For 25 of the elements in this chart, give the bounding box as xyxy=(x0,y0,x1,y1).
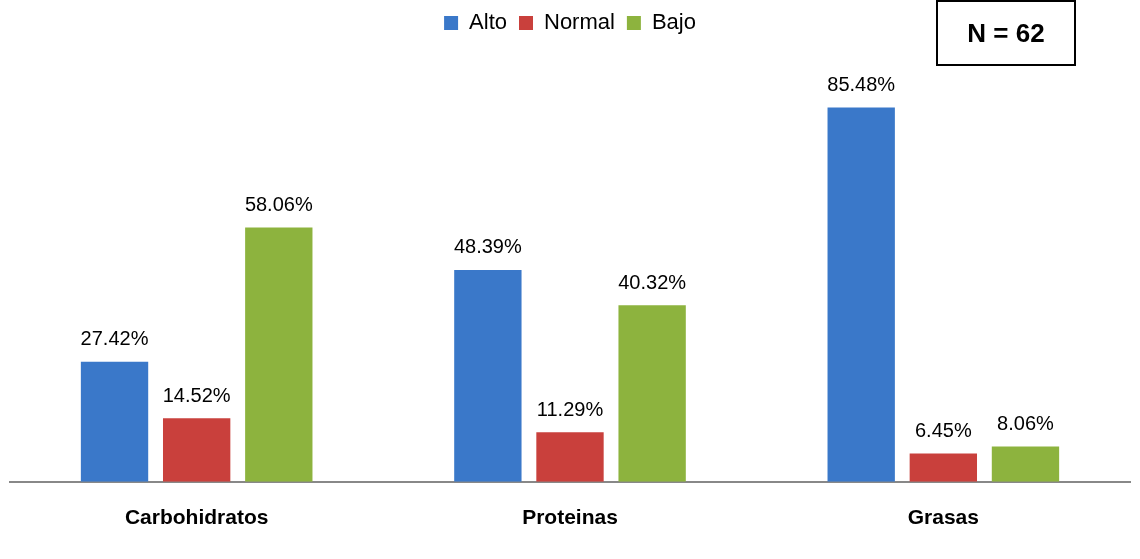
x-tick-label: Grasas xyxy=(907,505,979,529)
data-label: 6.45% xyxy=(914,419,972,442)
legend-label: Alto xyxy=(469,9,507,35)
x-tick-label: Carbohidratos xyxy=(124,505,269,529)
bar xyxy=(536,432,604,482)
bar xyxy=(454,269,522,482)
bar xyxy=(618,305,686,482)
text: N = 62 xyxy=(936,0,1076,66)
data-label: 27.42% xyxy=(80,327,149,350)
bar xyxy=(162,418,231,482)
x-tick-label: Proteinas xyxy=(522,505,618,529)
bar xyxy=(909,453,978,482)
data-label: 40.32% xyxy=(618,270,687,293)
data-label: 8.06% xyxy=(997,412,1055,435)
bar xyxy=(245,227,313,482)
legend-label: Bajo xyxy=(651,9,696,35)
legend-label: Normal xyxy=(543,9,615,35)
data-label: 48.39% xyxy=(453,235,522,258)
data-label: 58.06% xyxy=(244,193,313,216)
bar xyxy=(80,361,149,482)
data-label: 11.29% xyxy=(536,397,604,420)
bar xyxy=(991,446,1060,482)
bar xyxy=(827,107,895,482)
data-label: 85.48% xyxy=(827,73,896,96)
data-label: 14.52% xyxy=(162,383,231,406)
